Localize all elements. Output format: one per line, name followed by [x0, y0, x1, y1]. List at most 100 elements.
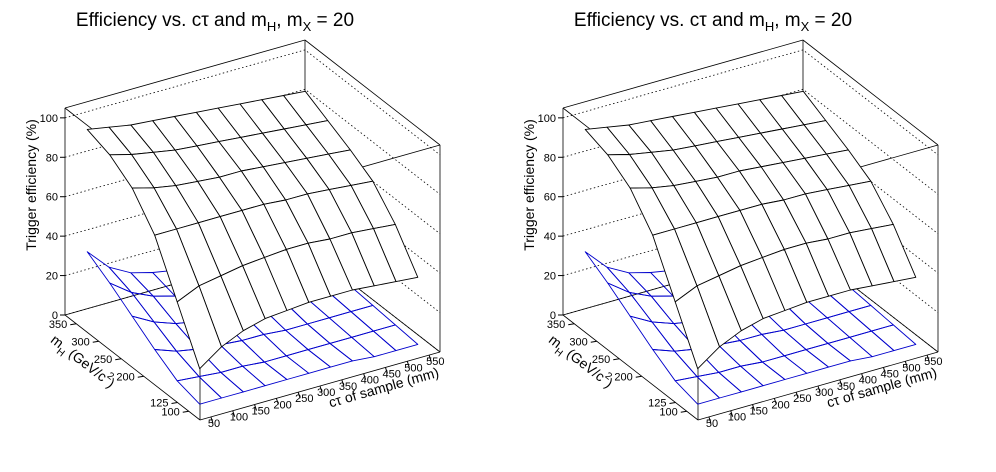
x-tick	[817, 385, 821, 393]
x-tick	[363, 373, 367, 380]
x-tick	[254, 404, 258, 411]
x-tick	[861, 373, 865, 380]
surface-cell	[154, 349, 200, 382]
x-tick-label: 300	[317, 387, 335, 399]
surface-cell	[86, 251, 132, 293]
x-tick-label: 50	[706, 418, 718, 430]
x-tick-label: 250	[793, 393, 811, 405]
z-tick-label: 40	[46, 231, 58, 243]
surface-cell	[285, 323, 331, 351]
y-tick-label: 300	[569, 336, 587, 348]
x-tick-label: 350	[339, 381, 357, 393]
surface-cell	[176, 376, 222, 405]
x-tick	[926, 354, 930, 362]
y-tick	[568, 323, 575, 326]
surface-cell	[718, 365, 764, 393]
frame-edge	[64, 39, 306, 109]
z-tick-label: 40	[544, 231, 556, 243]
x-tick-label: 150	[750, 406, 768, 418]
z-tick-label: 100	[538, 113, 556, 125]
y-tick-label: 125	[648, 398, 666, 410]
chart-title-part: = 20	[311, 10, 354, 31]
surface-cell	[761, 329, 807, 357]
x-tick-label: 300	[815, 387, 833, 399]
surface-cell	[717, 340, 763, 367]
y-tick	[613, 358, 620, 361]
chart-title-part: X	[303, 19, 312, 34]
chart-title-part: H	[267, 19, 276, 34]
x-tick	[428, 354, 432, 362]
x-tick	[406, 361, 410, 368]
x-tick	[904, 361, 908, 368]
x-tick	[275, 398, 279, 405]
surface-cell	[629, 292, 675, 325]
chart-title-part: = 20	[809, 10, 852, 31]
frame-edge	[802, 39, 939, 146]
x-tick-label: 100	[230, 412, 248, 424]
y-tick	[680, 410, 687, 413]
y-tick-label: 200	[116, 371, 134, 383]
z-tick-label: 20	[46, 271, 58, 283]
y-tick	[115, 358, 122, 361]
surface-cell	[674, 285, 720, 370]
x-tick	[882, 367, 886, 374]
x-tick-label: 550	[426, 356, 444, 368]
surface-cell	[629, 315, 675, 352]
z-tick-label: 20	[544, 271, 556, 283]
y-tick-label: 100	[161, 406, 179, 418]
x-tick	[795, 392, 799, 399]
z-tick-label: 100	[40, 113, 58, 125]
surface-cell	[198, 371, 244, 399]
x-tick-label: 500	[902, 362, 920, 374]
z-axis-label: Trigger efficiency (%)	[23, 119, 39, 250]
y-tick	[182, 410, 189, 413]
x-tick-label: 50	[208, 418, 220, 430]
y-tick	[669, 402, 676, 404]
surface-cell	[131, 315, 177, 352]
chart-title-part: Efficiency vs. cτ and m	[76, 10, 267, 31]
frame-edge	[562, 39, 804, 109]
frame-edge	[304, 39, 441, 146]
z-tick-label: 80	[544, 152, 556, 164]
y-tick-label: 100	[659, 406, 677, 418]
surface-cell	[740, 361, 786, 387]
surface-cell	[696, 371, 742, 399]
z-tick-label: 60	[544, 192, 556, 204]
x-tick-label: 400	[361, 375, 379, 387]
y-tick-label: 250	[592, 354, 610, 366]
x-tick	[210, 416, 214, 424]
surface-cell	[871, 324, 917, 352]
x-tick-label: 200	[273, 399, 291, 411]
z-tick-label: 0	[52, 310, 58, 322]
y-tick-label: 350	[547, 319, 565, 331]
chart-title: Efficiency vs. cτ and mH, mX = 20	[574, 10, 852, 34]
x-tick-label: 550	[924, 356, 942, 368]
y-tick	[137, 375, 144, 378]
x-tick-label: 350	[837, 381, 855, 393]
x-tick-label: 400	[859, 375, 877, 387]
z-tick-label: 80	[46, 152, 58, 164]
y-tick	[590, 340, 597, 343]
x-tick-label: 250	[295, 393, 313, 405]
surface-cell	[373, 324, 419, 352]
surface-cell	[351, 330, 397, 358]
chart-title: Efficiency vs. cτ and mH, mX = 20	[76, 10, 354, 34]
surface-cell	[783, 323, 829, 351]
chart-title-part: Efficiency vs. cτ and m	[574, 10, 765, 31]
y-tick-label: 200	[614, 371, 632, 383]
surface-cell	[220, 365, 266, 393]
chart-title-part: , m	[276, 10, 302, 31]
x-tick	[708, 416, 712, 424]
x-tick	[730, 410, 734, 417]
y-tick-label: 125	[150, 398, 168, 410]
surface-cell	[584, 251, 630, 293]
x-tick	[773, 398, 777, 405]
y-tick-label: 350	[49, 319, 67, 331]
surface-cell	[652, 349, 698, 382]
y-axis-label-part: 2	[105, 370, 116, 382]
x-tick-label: 450	[382, 368, 400, 380]
x-tick-label: 500	[404, 362, 422, 374]
surface-cell	[131, 292, 177, 325]
x-tick	[384, 367, 388, 374]
x-tick	[341, 379, 345, 386]
